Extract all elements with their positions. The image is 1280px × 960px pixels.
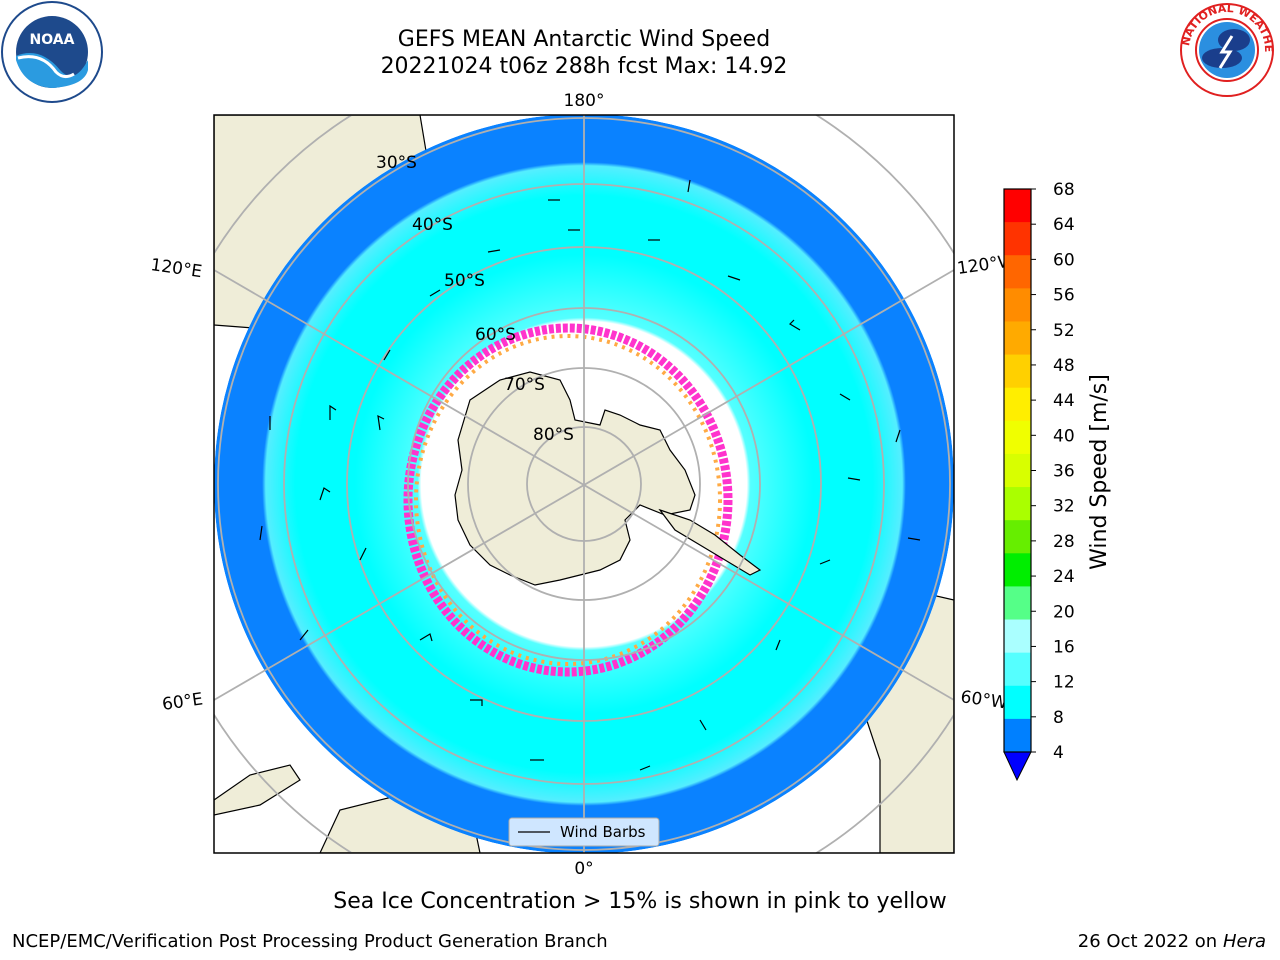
colorbar-tick-label: 32 xyxy=(1053,497,1075,517)
colorbar-ticks: 68 64 60 56 52 48 44 40 36 32 28 24 20 16 12 8 4 xyxy=(1031,180,1075,763)
wind-barbs-legend xyxy=(508,817,660,847)
map-frame xyxy=(213,114,955,854)
colorbar-cell xyxy=(1004,520,1031,554)
svg-text:NOAA: NOAA xyxy=(30,32,75,48)
lat-label-50s: 50°S xyxy=(444,271,485,291)
lat-label-80s: 80°S xyxy=(533,425,574,445)
footer-date: 26 Oct 2022 on Hera xyxy=(1078,931,1266,952)
footer-credit: NCEP/EMC/Verification Post Processing Pr… xyxy=(12,931,608,952)
colorbar-tick-label: 28 xyxy=(1053,532,1075,552)
colorbar-cell xyxy=(1004,222,1031,256)
colorbar-cell xyxy=(1004,321,1031,356)
lat-label-30s: 30°S xyxy=(376,153,417,173)
colorbar-tick-label: 40 xyxy=(1053,426,1075,446)
colorbar-cell xyxy=(1004,288,1031,322)
colorbar-cell xyxy=(1004,387,1031,422)
colorbar-cell xyxy=(1004,619,1031,654)
footer-machine: Hera xyxy=(1222,931,1266,952)
colorbar-tick-label: 48 xyxy=(1053,356,1075,376)
lon-label-180: 180° xyxy=(564,91,605,111)
colorbar-cell xyxy=(1004,718,1031,753)
sea-ice-caption: Sea Ice Concentration > 15% is shown in … xyxy=(333,889,947,914)
colorbar-extend-triangle xyxy=(1003,751,1032,782)
colorbar-label: Wind Speed [m/s] xyxy=(1087,374,1112,570)
colorbar-cell xyxy=(1004,685,1031,720)
wind-barbs xyxy=(259,179,921,771)
colorbar-tick-label: 4 xyxy=(1053,743,1064,763)
longitude-gridlines xyxy=(214,115,954,853)
noaa-logo: NOAA xyxy=(1,1,103,103)
colorbar-cell xyxy=(1004,420,1031,455)
lon-label-60e: 60°E xyxy=(161,689,204,714)
land-madagascar xyxy=(214,764,301,816)
colorbar-tick-label: 8 xyxy=(1053,708,1064,728)
colorbar-tick-label: 64 xyxy=(1053,215,1075,235)
colorbar-tick-label: 56 xyxy=(1053,286,1075,306)
national-weather-service-logo: NATIONAL WEATHER SERVICE xyxy=(1174,0,1275,98)
colorbar-tick-label: 20 xyxy=(1053,602,1075,622)
colorbar-cell xyxy=(1004,189,1031,223)
chart-title: GEFS MEAN Antarctic Wind Speed xyxy=(397,27,771,52)
colorbar-cell xyxy=(1004,354,1031,389)
lat-label-70s: 70°S xyxy=(504,375,545,395)
colorbar-cell xyxy=(1004,652,1031,687)
footer-date-text: 26 Oct 2022 on xyxy=(1077,931,1223,952)
colorbar-tick-label: 52 xyxy=(1053,321,1075,341)
colorbar-tick-label: 68 xyxy=(1053,180,1075,200)
colorbar-tick-label: 24 xyxy=(1053,567,1075,587)
colorbar-cell xyxy=(1004,586,1031,621)
lat-label-40s: 40°S xyxy=(412,215,453,235)
colorbar-tick-label: 44 xyxy=(1053,391,1075,411)
colorbar-tick-label: 16 xyxy=(1053,637,1075,657)
colorbar-tick-label: 60 xyxy=(1053,250,1075,270)
chart-subtitle: 20221024 t06z 288h fcst Max: 14.92 xyxy=(380,54,788,79)
lon-label-0: 0° xyxy=(574,859,593,879)
wind-barbs-legend-label: Wind Barbs xyxy=(560,823,646,841)
colorbar-cell xyxy=(1004,255,1031,289)
lat-label-60s: 60°S xyxy=(475,325,516,345)
colorbar: 68 64 60 56 52 48 44 40 36 32 28 24 20 16 12 8 4 Wind Sp… xyxy=(1003,180,1112,782)
colorbar-cell xyxy=(1004,487,1031,521)
colorbar-tick-label: 36 xyxy=(1053,462,1075,482)
colorbar-cells xyxy=(1004,189,1031,753)
colorbar-cell xyxy=(1004,453,1031,488)
colorbar-tick-label: 12 xyxy=(1053,673,1075,693)
lon-label-120e: 120°E xyxy=(149,255,203,282)
colorbar-cell xyxy=(1004,553,1031,587)
